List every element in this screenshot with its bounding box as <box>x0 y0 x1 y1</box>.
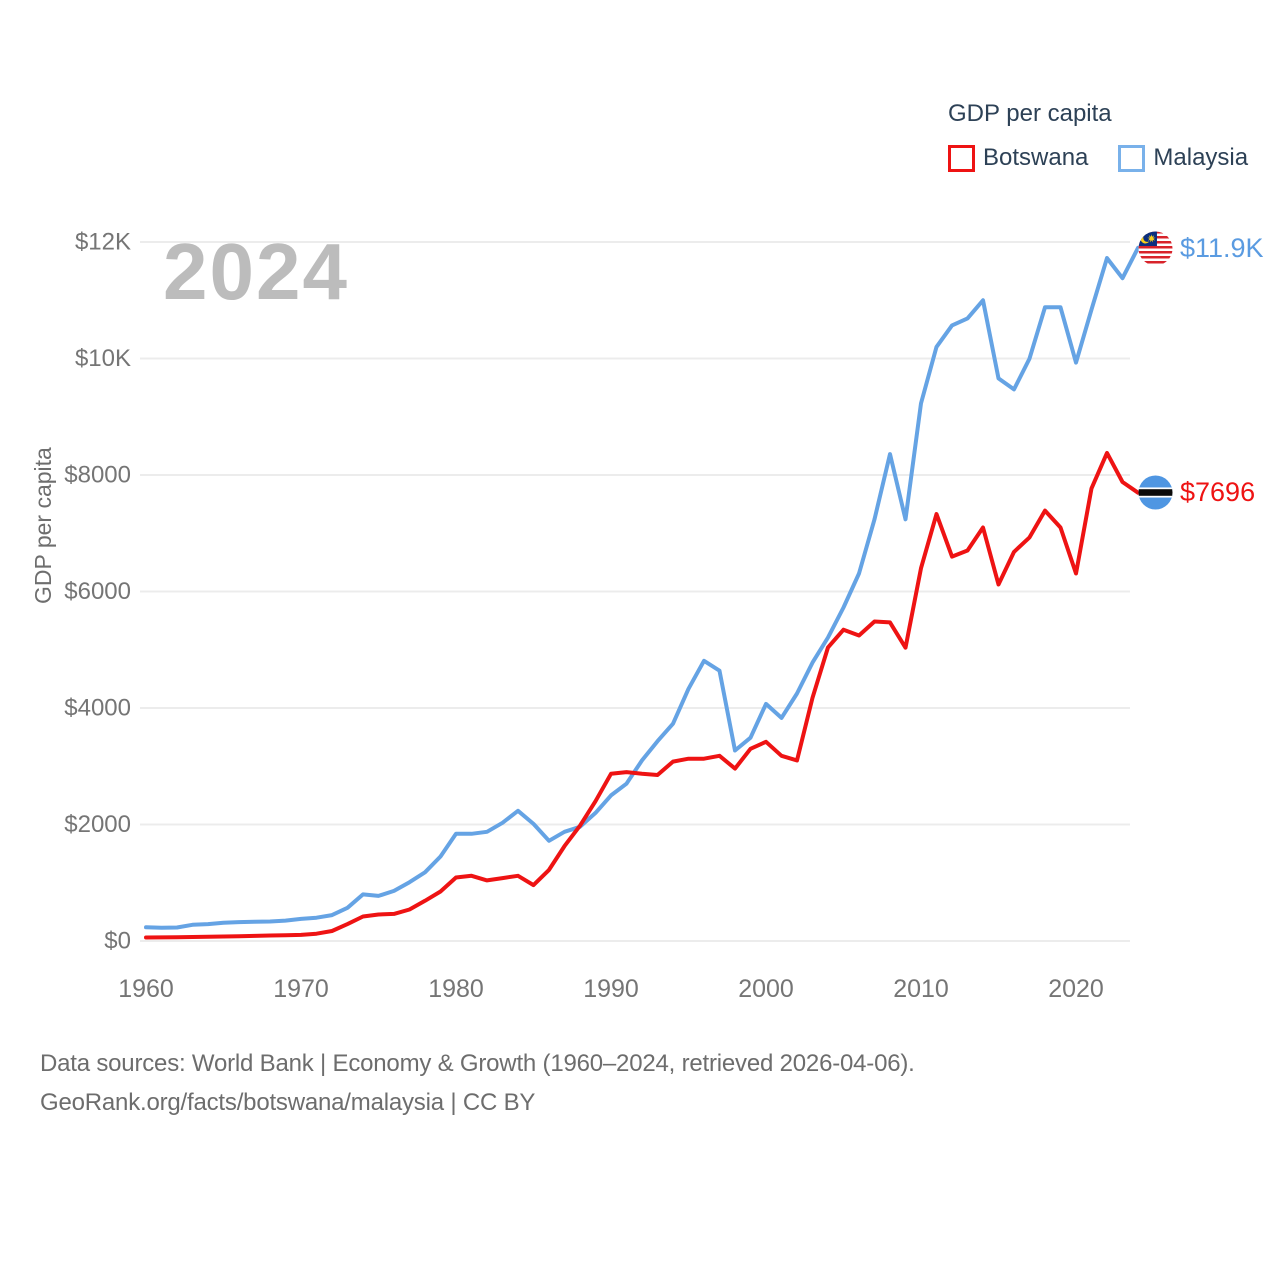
y-tick-label: $0 <box>104 928 131 955</box>
chart-legend: GDP per capita Botswana Malaysia <box>948 100 1248 172</box>
attribution-footer: Data sources: World Bank | Economy & Gro… <box>40 1044 915 1122</box>
botswana-flag-icon <box>1138 475 1173 510</box>
y-tick-label: $10K <box>75 345 131 372</box>
footer-link-line: GeoRank.org/facts/botswana/malaysia | CC… <box>40 1089 536 1116</box>
malaysia-series-line[interactable] <box>144 245 1140 930</box>
malaysia-end-value: $11.9K <box>1180 233 1264 263</box>
malaysia-end-label: $11.9K <box>1138 231 1264 266</box>
malaysia-series-swatch-icon <box>1118 144 1146 172</box>
botswana-end-label: $7696 <box>1138 475 1255 510</box>
y-tick-label: $4000 <box>64 695 131 722</box>
y-tick-label: $12K <box>75 229 131 256</box>
malaysia-flag-icon <box>1138 231 1173 266</box>
legend-row: Botswana Malaysia <box>948 144 1248 172</box>
x-tick-label: 1980 <box>428 975 484 1003</box>
footer-sources-line: Data sources: World Bank | Economy & Gro… <box>40 1050 915 1077</box>
x-tick-label: 1990 <box>583 975 639 1003</box>
botswana-series-swatch-icon <box>948 144 975 172</box>
year-watermark: 2024 <box>163 227 349 316</box>
legend-item-botswana[interactable]: Botswana <box>948 144 1088 172</box>
y-tick-label: $6000 <box>64 578 131 605</box>
legend-item-malaysia[interactable]: Malaysia <box>1118 144 1248 172</box>
x-tick-label: 2000 <box>738 975 794 1003</box>
botswana-series-line[interactable] <box>144 450 1140 940</box>
legend-label-botswana: Botswana <box>983 144 1089 171</box>
legend-title: GDP per capita <box>948 100 1112 127</box>
botswana-end-value: $7696 <box>1180 477 1256 507</box>
x-tick-label: 1970 <box>273 975 329 1003</box>
y-tick-label: $2000 <box>64 811 131 838</box>
x-tick-label: 2010 <box>893 975 949 1003</box>
x-tick-label: 1960 <box>118 975 174 1003</box>
x-tick-label: 2020 <box>1048 975 1104 1003</box>
y-axis-title: GDP per capita <box>30 447 56 604</box>
y-tick-label: $8000 <box>64 462 131 489</box>
legend-label-malaysia: Malaysia <box>1153 144 1249 171</box>
